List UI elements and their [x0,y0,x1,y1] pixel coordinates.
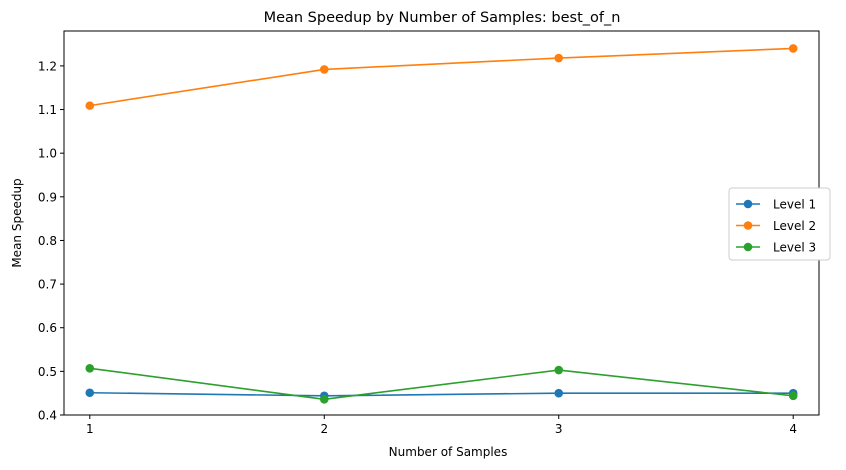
y-axis: 0.4 0.5 0.6 0.7 0.8 0.9 1.0 1.1 1.2 [38,59,64,423]
y-tick-label: 0.6 [38,321,57,335]
x-tick-label: 1 [86,422,94,436]
legend-label-level-2: Level 2 [773,219,816,233]
chart-title: Mean Speedup by Number of Samples: best_… [264,10,621,26]
data-point-level-3 [554,365,564,375]
legend: Level 1 Level 2 Level 3 [728,187,831,261]
data-point-level-1 [85,388,95,398]
series-layer [85,44,798,404]
y-tick-label: 1.0 [38,147,57,161]
data-point-level-2 [788,44,798,53]
x-axis-label: Number of Samples [389,445,508,459]
legend-label-level-3: Level 3 [773,241,816,255]
y-tick-label: 0.4 [38,409,57,423]
plot-area [63,30,820,416]
series-line-level-1 [89,391,794,397]
x-tick-label: 4 [789,422,797,436]
y-tick-label: 0.9 [38,190,57,204]
data-point-level-2 [319,65,329,74]
plot-frame [63,30,820,416]
data-point-level-3 [319,394,329,404]
data-point-level-3 [788,391,798,401]
data-point-level-1 [554,388,564,398]
y-tick-label: 0.5 [38,365,57,379]
series-line-level-2 [89,47,794,107]
legend-frame [728,187,831,261]
y-tick-label: 1.1 [38,103,57,117]
legend-marker-level-3 [743,242,753,252]
x-tick-label: 2 [320,422,328,436]
legend-marker-level-1 [743,199,753,209]
data-point-level-2 [554,53,564,63]
series-line-level-3 [89,367,794,401]
y-tick-label: 0.7 [38,278,57,292]
y-tick-label: 0.8 [38,234,57,248]
legend-marker-level-2 [743,221,753,230]
legend-label-level-1: Level 1 [773,198,816,212]
y-axis-label: Mean Speedup [10,178,24,267]
x-tick-label: 3 [555,422,563,436]
data-point-level-3 [85,364,95,373]
x-axis: 1 2 3 4 [86,415,797,436]
data-point-level-2 [85,101,95,110]
y-tick-label: 1.2 [38,59,57,73]
